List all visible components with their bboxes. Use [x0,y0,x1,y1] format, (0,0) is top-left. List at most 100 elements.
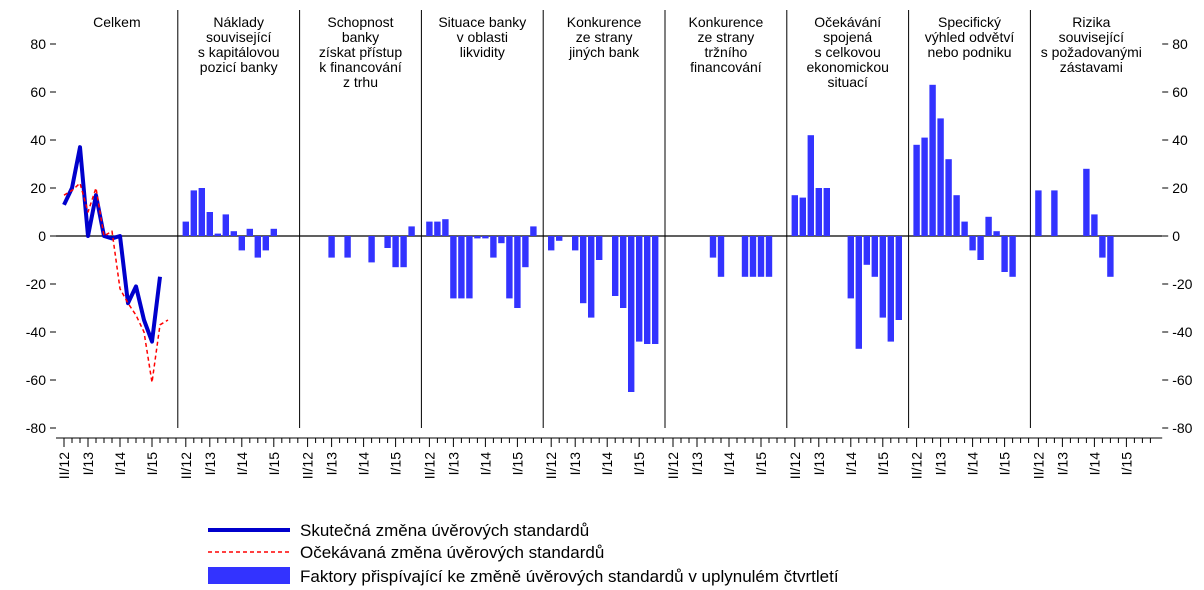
bar [596,236,603,260]
y2-tick-label: 20 [1172,180,1188,196]
panel-title: spojená [823,29,872,45]
panel-title: nebo podniku [927,44,1011,60]
bar [1001,236,1008,272]
bar [937,118,944,236]
bar [815,188,822,236]
x-tick-label: I/14 [1086,452,1102,476]
legend-label: Faktory přispívající ke změně úvěrových … [300,567,839,586]
bar [652,236,659,344]
bar [612,236,619,296]
bar [921,137,928,236]
panel-title: likvidity [460,44,505,60]
panel-title: banky [342,29,379,45]
x-tick-label: I/15 [388,452,404,476]
y-tick-label: -80 [26,420,46,436]
panel-title: k financování [319,59,402,75]
x-tick-label: II/12 [178,452,194,479]
x-tick-label: I/14 [599,452,615,476]
panel-title: Schopnost [327,14,393,30]
panel-title: související [206,29,271,45]
y2-tick-label: 60 [1172,84,1188,100]
bar [434,221,441,236]
bar [620,236,627,308]
bar [1083,168,1090,236]
x-tick-label: I/15 [753,452,769,476]
bar [548,236,555,251]
bar [1035,190,1042,236]
bar [765,236,773,277]
bar [895,236,902,320]
x-tick-label: I/15 [631,452,647,476]
bar [506,236,513,299]
panel-title: výhled odvětví [925,29,1015,45]
panel-title: zástavami [1060,59,1123,75]
x-tick-label: I/13 [567,452,583,476]
y-tick-label: -20 [26,276,46,292]
bar [1009,236,1016,277]
y2-tick-label: -60 [1172,372,1192,388]
bar [823,188,830,236]
legend-label: Skutečná změna úvěrových standardů [300,521,589,540]
bar [246,228,253,236]
x-tick-label: I/13 [80,452,96,476]
x-tick-label: II/12 [543,452,559,479]
y-tick-label: -60 [26,372,46,388]
bar [977,236,984,260]
x-tick-label: I/14 [112,452,128,476]
bar [741,236,749,277]
bar [182,221,189,236]
bar [628,236,635,392]
panel-title: ze strany [697,29,754,45]
bar [985,216,992,236]
y-tick-label: 60 [30,84,46,100]
line-series [62,145,162,344]
panel-title: s celkovou [815,44,881,60]
bar [961,221,968,236]
panel-title: související [1059,29,1124,45]
panel-title: získat přístup [319,44,402,60]
bar [1099,236,1106,258]
bar [262,236,269,251]
y2-tick-label: -80 [1172,420,1192,436]
bar [709,236,717,258]
bar [855,236,862,349]
y2-tick-label: 40 [1172,132,1188,148]
bar [644,236,651,344]
legend-label: Očekávaná změna úvěrových standardů [300,543,604,562]
x-tick-label: I/15 [509,452,525,476]
y-tick-label: 0 [38,228,46,244]
x-tick-label: I/14 [477,452,493,476]
bar [498,236,505,244]
x-tick-label: I/15 [1118,452,1134,476]
x-tick-label: I/14 [843,452,859,476]
panel-title: jiných bank [568,44,640,60]
x-tick-label: I/13 [202,452,218,476]
bar [929,84,936,236]
bar [636,236,643,342]
panel-title: z trhu [343,74,378,90]
bar [426,221,433,236]
bar [717,236,725,277]
bar [442,219,449,236]
panel-title: pozicí banky [200,59,278,75]
bar [198,188,205,236]
bar [190,190,197,236]
panel-title: Rizika [1072,14,1110,30]
bar [514,236,521,308]
y2-tick-label: 80 [1172,36,1188,52]
bar [458,236,465,299]
x-tick-label: II/12 [300,452,316,479]
x-tick-label: I/13 [445,452,461,476]
bar [408,226,415,236]
x-tick-label: II/12 [909,452,925,479]
bar [953,195,960,236]
x-tick-label: II/12 [56,452,72,479]
bar [556,236,563,241]
y-tick-label: 80 [30,36,46,52]
x-tick-label: I/14 [356,452,372,476]
bar [1091,214,1098,236]
bar [757,236,765,277]
bar [482,236,489,239]
